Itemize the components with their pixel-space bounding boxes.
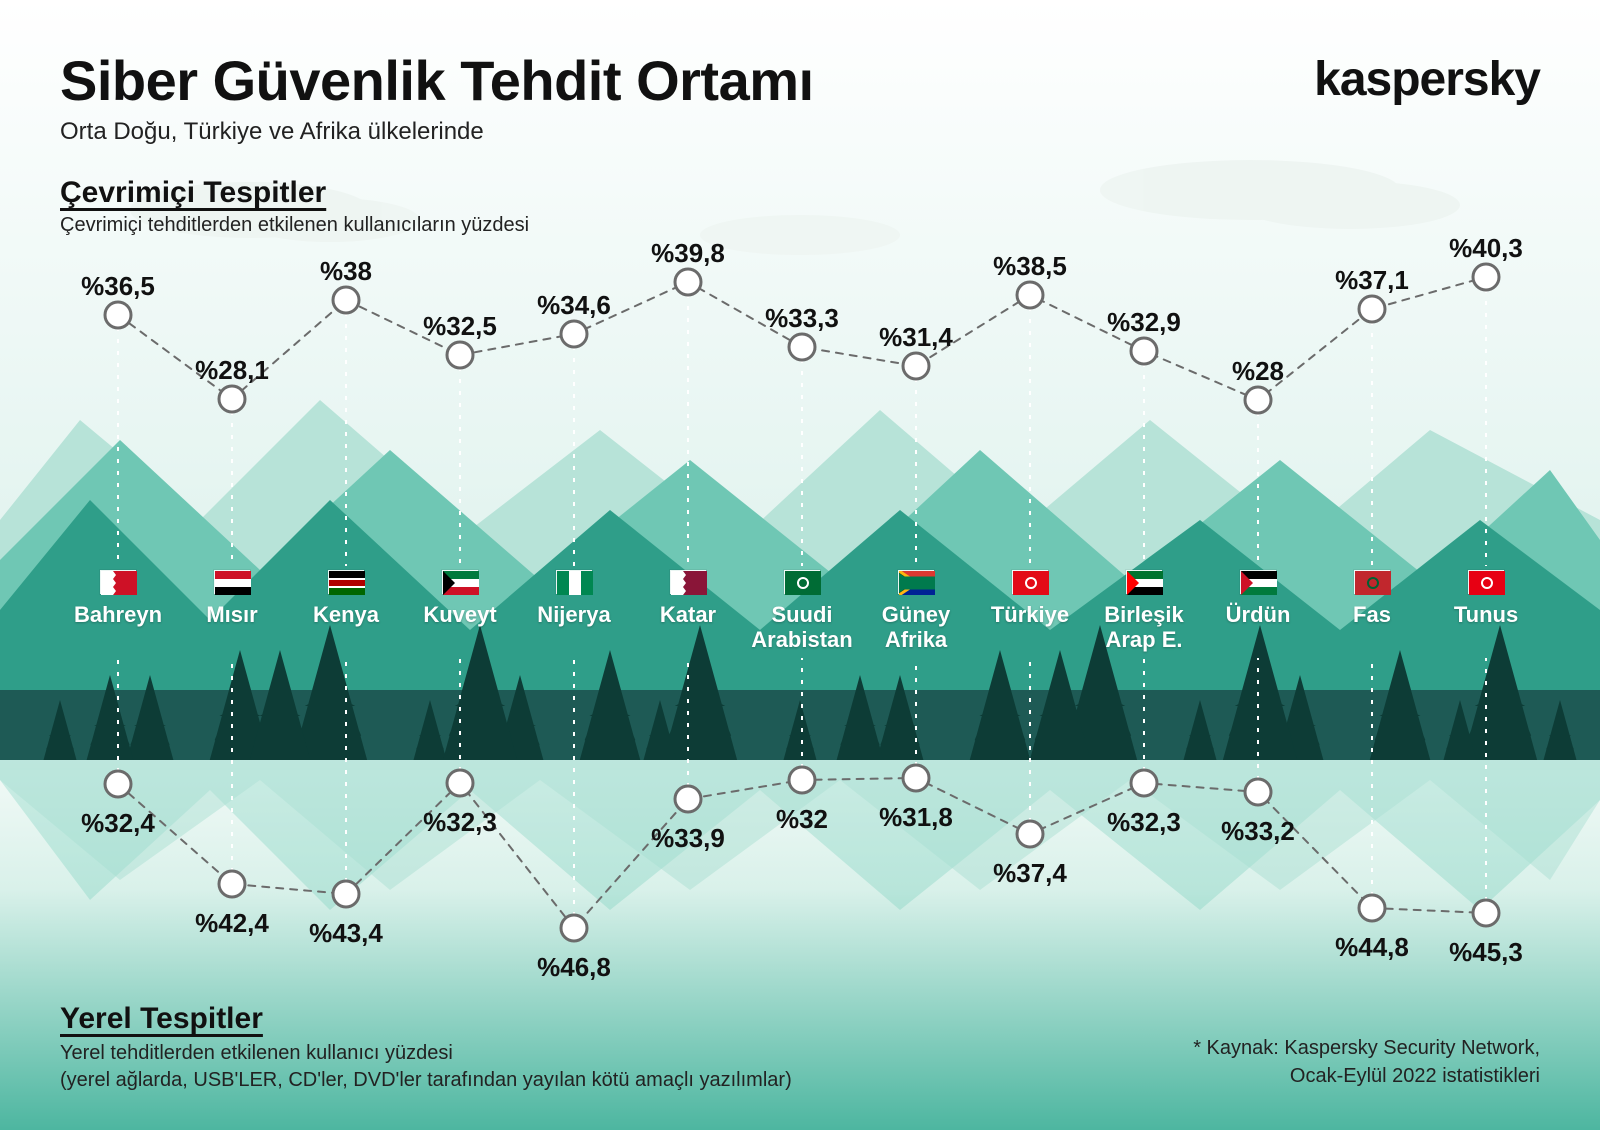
local-value-11: %44,8 [1335, 932, 1409, 963]
section-local-subtitle: Yerel tehditlerden etkilenen kullanıcı y… [60, 1040, 792, 1094]
country-label-6: SuudiArabistan [742, 602, 862, 653]
country-label-5: Katar [660, 602, 716, 627]
flag-birleşik-arap-e. [1126, 570, 1162, 594]
flag-bahreyn [100, 570, 136, 594]
country-label-11: Fas [1353, 602, 1391, 627]
page-title: Siber Güvenlik Tehdit Ortamı [60, 48, 814, 113]
flag-nijerya [556, 570, 592, 594]
flag-türkiye [1012, 570, 1048, 594]
online-value-1: %28,1 [195, 355, 269, 386]
online-value-3: %32,5 [423, 311, 497, 342]
section-local-title: Yerel Tespitler [60, 1002, 263, 1036]
flag-suudi-arabistan [784, 570, 820, 594]
local-value-6: %32 [776, 804, 828, 835]
page-subtitle: Orta Doğu, Türkiye ve Afrika ülkelerinde [60, 118, 484, 146]
local-value-3: %32,3 [423, 807, 497, 838]
flag-tunus [1468, 570, 1504, 594]
section-online-title: Çevrimiçi Tespitler [60, 176, 326, 210]
online-value-5: %39,8 [651, 238, 725, 269]
flag-mısır [214, 570, 250, 594]
local-value-0: %32,4 [81, 808, 155, 839]
online-value-10: %28 [1232, 356, 1284, 387]
country-label-10: Ürdün [1226, 602, 1291, 627]
flag-ürdün [1240, 570, 1276, 594]
online-value-12: %40,3 [1449, 233, 1523, 264]
online-value-7: %31,4 [879, 322, 953, 353]
online-value-2: %38 [320, 256, 372, 287]
local-value-4: %46,8 [537, 952, 611, 983]
footnote-source: * Kaynak: Kaspersky Security Network, Oc… [1193, 1034, 1540, 1090]
country-label-8: Türkiye [991, 602, 1069, 627]
online-value-8: %38,5 [993, 251, 1067, 282]
country-label-1: Mısır [206, 602, 257, 627]
brand-logo: kaspersky [1314, 52, 1540, 107]
online-value-9: %32,9 [1107, 307, 1181, 338]
flag-katar [670, 570, 706, 594]
country-label-12: Tunus [1454, 602, 1518, 627]
flag-güney-afrika [898, 570, 934, 594]
local-value-9: %32,3 [1107, 807, 1181, 838]
country-label-2: Kenya [313, 602, 379, 627]
country-label-9: BirleşikArap E. [1084, 602, 1204, 653]
local-value-1: %42,4 [195, 908, 269, 939]
online-value-6: %33,3 [765, 303, 839, 334]
local-value-2: %43,4 [309, 918, 383, 949]
local-value-7: %31,8 [879, 802, 953, 833]
flag-kenya [328, 570, 364, 594]
country-label-0: Bahreyn [74, 602, 162, 627]
online-value-0: %36,5 [81, 271, 155, 302]
online-value-4: %34,6 [537, 290, 611, 321]
local-value-10: %33,2 [1221, 816, 1295, 847]
country-label-7: GüneyAfrika [856, 602, 976, 653]
local-value-12: %45,3 [1449, 937, 1523, 968]
flag-kuveyt [442, 570, 478, 594]
section-online-subtitle: Çevrimiçi tehditlerden etkilenen kullanı… [60, 214, 529, 237]
country-label-3: Kuveyt [423, 602, 496, 627]
country-label-4: Nijerya [537, 602, 610, 627]
local-value-8: %37,4 [993, 858, 1067, 889]
local-value-5: %33,9 [651, 823, 725, 854]
online-value-11: %37,1 [1335, 265, 1409, 296]
flag-fas [1354, 570, 1390, 594]
